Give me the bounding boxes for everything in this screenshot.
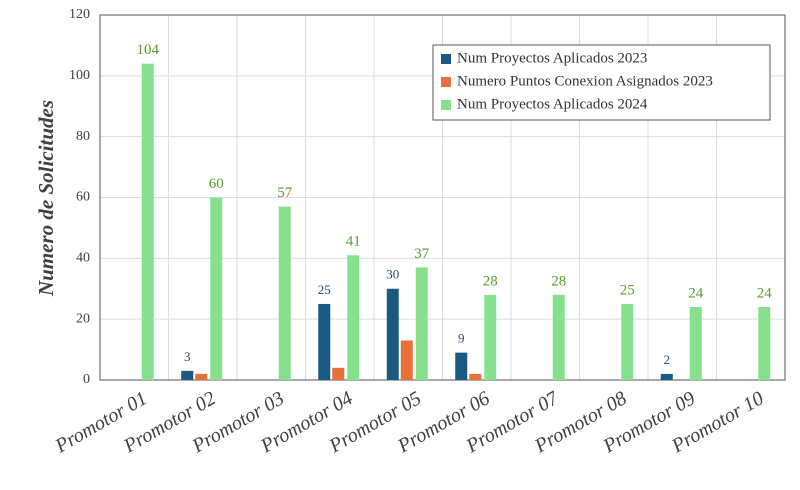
y-axis-title: Numero de Solicitudes bbox=[34, 100, 58, 297]
legend-label: Num Proyectos Aplicados 2023 bbox=[457, 50, 647, 66]
bar bbox=[195, 373, 208, 380]
data-label: 41 bbox=[346, 234, 361, 250]
bar bbox=[689, 307, 702, 380]
plot-frame bbox=[99, 14, 786, 381]
data-label: 28 bbox=[483, 273, 498, 289]
bar bbox=[210, 197, 223, 380]
bar bbox=[415, 267, 428, 380]
data-label: 25 bbox=[318, 282, 331, 297]
legend-swatch bbox=[441, 100, 451, 110]
bar bbox=[318, 303, 331, 380]
legend-swatch bbox=[441, 54, 451, 64]
data-label: 60 bbox=[209, 176, 224, 192]
data-label: 57 bbox=[277, 185, 293, 201]
y-tick-label: 60 bbox=[76, 190, 90, 205]
bar bbox=[469, 373, 482, 380]
y-tick-label: 120 bbox=[69, 7, 90, 22]
bar bbox=[455, 352, 468, 380]
y-tick-label: 20 bbox=[76, 311, 90, 326]
bar bbox=[552, 294, 565, 380]
legend-swatch bbox=[441, 77, 451, 87]
bar bbox=[347, 255, 360, 380]
bar bbox=[758, 307, 771, 380]
data-label: 37 bbox=[414, 246, 430, 262]
bar bbox=[484, 294, 497, 380]
legend-box bbox=[432, 44, 771, 121]
bar bbox=[278, 206, 291, 380]
data-label: 2 bbox=[664, 352, 671, 367]
bar bbox=[386, 288, 399, 380]
data-label: 28 bbox=[551, 273, 566, 289]
y-tick-label: 0 bbox=[83, 372, 90, 387]
y-tick-label: 100 bbox=[69, 68, 90, 83]
bar bbox=[332, 367, 345, 380]
legend-label: Numero Puntos Conexion Asignados 2023 bbox=[457, 73, 713, 89]
data-label: 9 bbox=[458, 331, 465, 346]
y-tick-label: 80 bbox=[76, 129, 90, 144]
bar bbox=[660, 373, 673, 380]
bar bbox=[621, 303, 634, 380]
y-tick-label: 40 bbox=[76, 251, 90, 266]
bar bbox=[141, 63, 154, 381]
data-label: 24 bbox=[688, 285, 704, 301]
bar bbox=[400, 340, 413, 380]
data-label: 30 bbox=[386, 267, 399, 282]
data-label: 25 bbox=[620, 282, 635, 298]
bar bbox=[181, 370, 194, 380]
data-label: 104 bbox=[137, 42, 160, 58]
data-label: 3 bbox=[184, 349, 191, 364]
legend-label: Num Proyectos Aplicados 2024 bbox=[457, 96, 648, 112]
data-label: 24 bbox=[757, 285, 773, 301]
